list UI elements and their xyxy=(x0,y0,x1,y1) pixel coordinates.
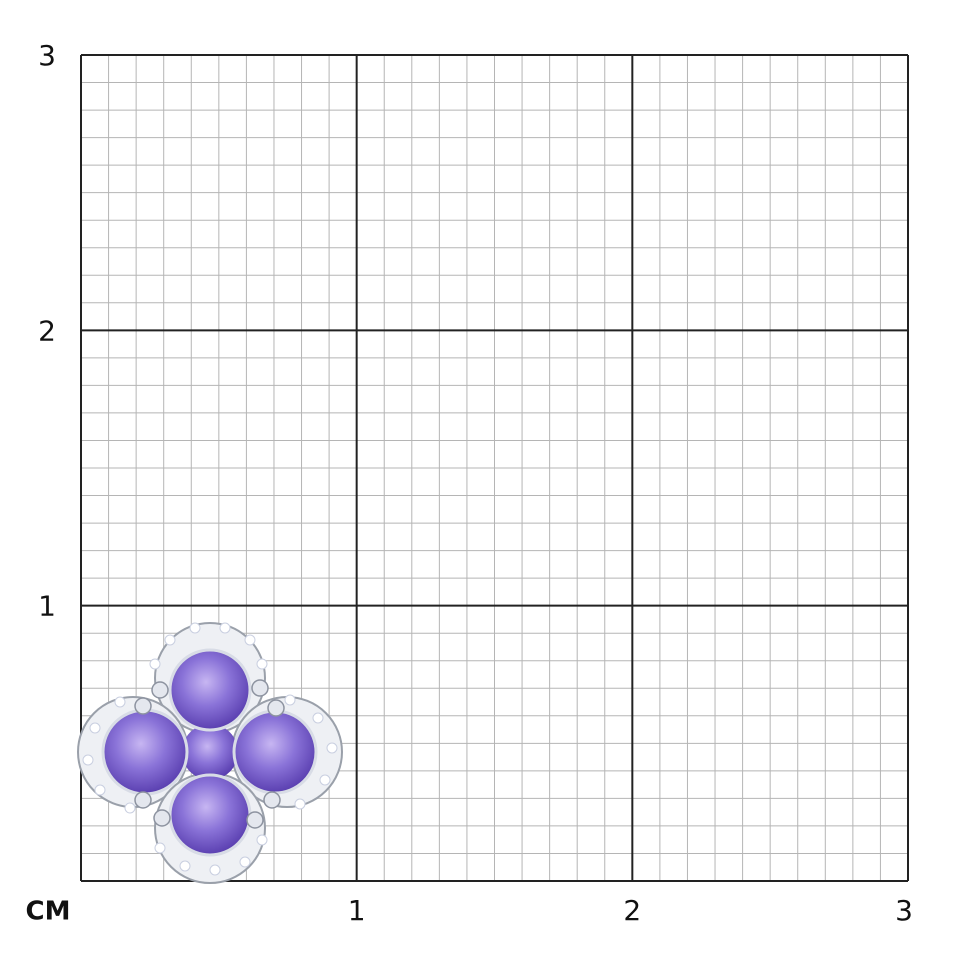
x-tick-label: 3 xyxy=(895,894,913,927)
y-tick-label: 3 xyxy=(38,39,56,72)
labels: CM 1 2 3 1 2 3 xyxy=(26,39,913,927)
y-tick-label: 1 xyxy=(38,590,56,623)
x-tick-label: 2 xyxy=(623,894,641,927)
y-tick-label: 2 xyxy=(38,314,56,347)
earring-image xyxy=(77,622,343,884)
x-tick-label: 1 xyxy=(348,894,366,927)
unit-label: CM xyxy=(26,897,71,927)
